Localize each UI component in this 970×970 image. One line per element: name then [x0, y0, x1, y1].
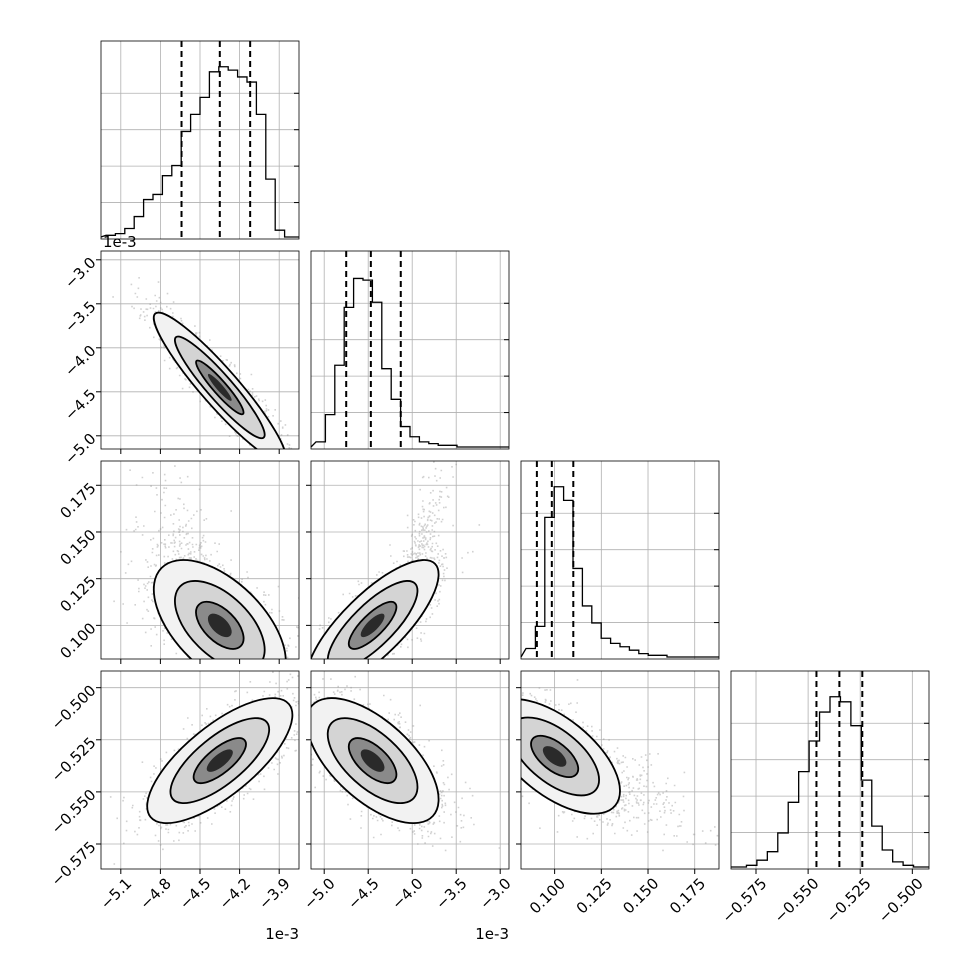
- x-tick-label: −3.9: [255, 874, 293, 912]
- scatter-panel-1-0: [96, 250, 300, 454]
- y-tick-label: −0.550: [48, 786, 100, 838]
- y-tick-label: −5.0: [61, 430, 99, 468]
- x-tick-label: −4.0: [388, 874, 426, 912]
- axes-frame: [100, 460, 300, 660]
- y-tick-label: −4.0: [61, 342, 99, 380]
- y-tick-label: −4.5: [61, 386, 99, 424]
- x-tick-label: −4.5: [344, 874, 382, 912]
- axes-frame: [100, 670, 300, 870]
- density-contour: [206, 749, 233, 772]
- x-tick-label: −0.500: [875, 874, 927, 926]
- scatter-panel-3-2: [516, 670, 720, 874]
- histogram-panel-3: [730, 670, 930, 870]
- histogram-panel-2: [520, 460, 720, 660]
- density-contour: [360, 749, 385, 772]
- axes-frame: [310, 250, 510, 450]
- y-tick-label: −3.0: [61, 254, 99, 292]
- histogram-step-line: [310, 277, 509, 448]
- axes-frame: [100, 40, 300, 240]
- x-tick-label: 0.175: [666, 874, 709, 917]
- density-contour: [207, 373, 232, 401]
- density-contour: [207, 613, 232, 638]
- y-tick-label: −3.5: [61, 298, 99, 336]
- axes-frame: [310, 460, 510, 660]
- histogram-step-line: [520, 486, 719, 658]
- scatter-panel-3-1: [306, 670, 510, 874]
- x-tick-label: −0.550: [771, 874, 823, 926]
- histogram-panel-1: [310, 250, 510, 450]
- axis-offset-label: 1e-3: [103, 233, 137, 251]
- y-tick-label: −0.525: [48, 734, 100, 786]
- density-contour: [542, 746, 567, 767]
- y-tick-label: 0.100: [56, 619, 99, 662]
- y-tick-label: −0.500: [48, 681, 100, 733]
- y-tick-label: 0.150: [56, 526, 99, 569]
- histogram-panel-0: [100, 40, 300, 240]
- x-tick-label: −3.0: [476, 874, 514, 912]
- axes-frame: [520, 670, 720, 870]
- scatter-panel-2-0: [96, 460, 300, 664]
- axes-frame: [100, 250, 300, 450]
- x-tick-label: −0.525: [823, 874, 875, 926]
- y-tick-label: 0.175: [56, 479, 99, 522]
- x-tick-label: −4.2: [216, 874, 254, 912]
- x-tick-label: −4.8: [136, 874, 174, 912]
- histogram-step-line: [100, 66, 299, 238]
- x-tick-label: 0.125: [573, 874, 616, 917]
- y-tick-label: 0.125: [56, 572, 99, 615]
- x-tick-label: −4.5: [176, 874, 214, 912]
- x-tick-label: 0.150: [619, 874, 662, 917]
- axis-offset-label: 1e-3: [265, 925, 299, 943]
- density-contour: [360, 613, 385, 638]
- x-tick-label: −5.0: [300, 874, 338, 912]
- x-tick-label: 0.100: [526, 874, 569, 917]
- x-tick-label: −5.1: [97, 874, 135, 912]
- scatter-panel-3-0: [96, 670, 300, 874]
- histogram-step-line: [731, 696, 929, 868]
- x-tick-label: −0.575: [719, 874, 771, 926]
- axis-offset-label: 1e-3: [475, 925, 509, 943]
- x-tick-label: −3.5: [432, 874, 470, 912]
- axes-frame: [730, 670, 930, 870]
- axes-frame: [520, 460, 720, 660]
- axes-frame: [310, 670, 510, 870]
- y-tick-label: −0.575: [48, 838, 100, 890]
- scatter-panel-2-1: [306, 460, 510, 664]
